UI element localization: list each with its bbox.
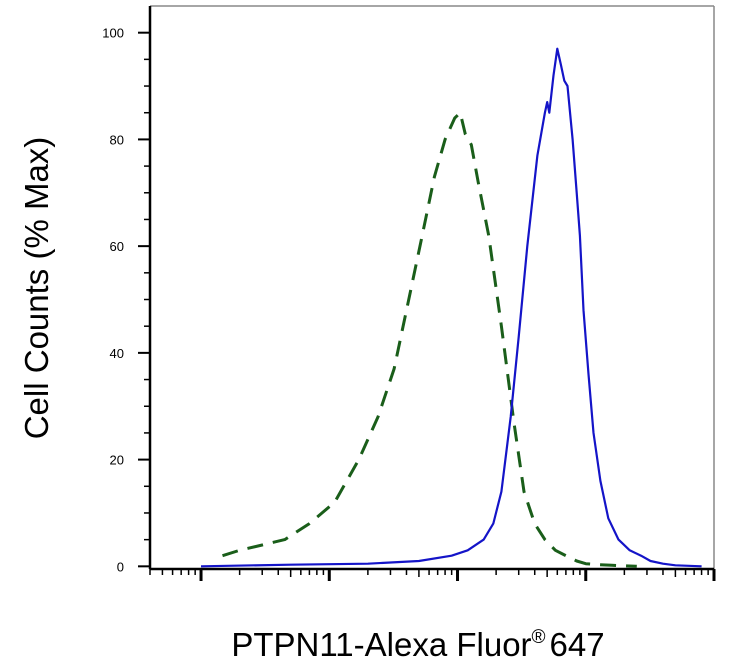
x-axis-title-suffix: 647 [550, 626, 605, 662]
y-tick-label: 40 [110, 346, 124, 361]
x-axis-ticks [149, 569, 716, 581]
y-tick-label: 80 [110, 132, 124, 147]
y-tick-label: 100 [102, 26, 124, 41]
x-axis-title-superscript: ® [532, 627, 546, 648]
series-layer [200, 47, 702, 568]
stained-histogram-line [200, 47, 702, 568]
y-tick-label: 0 [117, 559, 124, 574]
x-axis-title-main: PTPN11-Alexa Fluor [231, 626, 531, 662]
control-histogram-line [222, 111, 637, 568]
x-axis-title: PTPN11-Alexa Fluor® 647 [231, 626, 604, 662]
y-axis-title: Cell Counts (% Max) [18, 137, 55, 440]
y-axis-ticks: 0 20 40 60 80 100 [102, 26, 150, 574]
y-tick-label: 20 [110, 453, 124, 468]
y-tick-label: 60 [110, 239, 124, 254]
